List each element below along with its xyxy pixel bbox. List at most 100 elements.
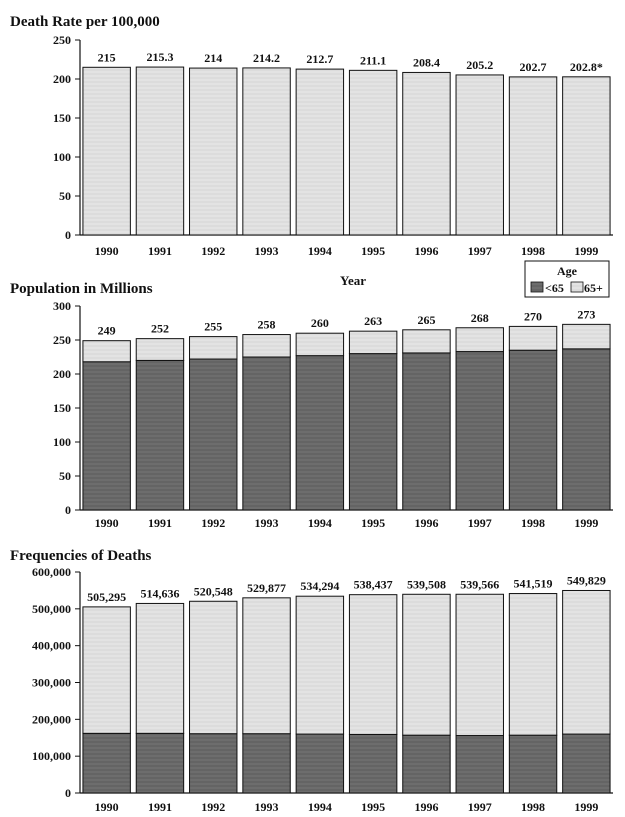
data-label: 202.8* — [570, 60, 603, 74]
data-label: 214.2 — [253, 51, 280, 65]
bar — [348, 69, 398, 236]
bar-segment-under-65 — [189, 733, 238, 794]
bar — [135, 66, 185, 236]
bar-segment-65-plus — [135, 602, 185, 734]
bar-segment-65-plus — [295, 595, 345, 735]
bar-segment-65-plus — [348, 330, 398, 355]
x-tick-label: 1997 — [468, 800, 492, 814]
x-tick-label: 1998 — [521, 516, 545, 530]
bar-segment-65-plus — [242, 597, 291, 735]
data-label: 273 — [577, 307, 595, 321]
y-tick-label: 150 — [53, 111, 71, 125]
bar-segment-under-65 — [562, 348, 611, 511]
bar-segment-under-65 — [455, 735, 504, 794]
legend-label-under-65: <65 — [545, 281, 564, 295]
legend-swatch-under-65 — [530, 281, 544, 293]
data-label: 205.2 — [466, 58, 493, 72]
x-tick-label: 1993 — [255, 516, 279, 530]
bar — [82, 66, 131, 236]
bar-segment-under-65 — [82, 361, 131, 511]
chart-title-deaths: Frequencies of Deaths — [10, 548, 152, 564]
bar — [455, 74, 504, 236]
data-label: 265 — [417, 313, 435, 327]
x-tick-label: 1997 — [468, 244, 492, 258]
x-tick-label: 1991 — [148, 800, 172, 814]
y-tick-label: 600,000 — [32, 565, 71, 579]
data-label: 258 — [258, 318, 276, 332]
bar-segment-under-65 — [242, 733, 291, 794]
x-tick-label: 1999 — [574, 244, 598, 258]
x-tick-label: 1990 — [95, 244, 119, 258]
data-label: 249 — [98, 324, 116, 338]
bar — [508, 76, 558, 236]
data-label: 215 — [98, 50, 116, 64]
bar-segment-under-65 — [242, 356, 291, 511]
bar-segment-65-plus — [242, 334, 291, 358]
x-tick-label: 1990 — [95, 516, 119, 530]
x-tick-label: 1998 — [521, 244, 545, 258]
y-tick-label: 200,000 — [32, 712, 71, 726]
y-tick-label: 200 — [53, 367, 71, 381]
bar-segment-under-65 — [508, 734, 558, 794]
y-tick-label: 100 — [53, 435, 71, 449]
legend-title: Age — [557, 264, 578, 278]
data-label: 538,437 — [354, 578, 393, 592]
bar-segment-65-plus — [562, 323, 611, 350]
bar-segment-65-plus — [402, 329, 451, 354]
bar-segment-under-65 — [402, 352, 451, 511]
x-tick-label: 1994 — [308, 800, 332, 814]
x-axis-label-year: Year — [340, 273, 366, 288]
y-tick-label: 100 — [53, 150, 71, 164]
bar-segment-under-65 — [455, 351, 504, 511]
x-tick-label: 1999 — [574, 800, 598, 814]
y-tick-label: 300 — [53, 299, 71, 313]
x-tick-label: 1997 — [468, 516, 492, 530]
y-tick-label: 0 — [65, 786, 71, 800]
data-label: 268 — [471, 311, 489, 325]
chart-title-population: Population in Millions — [10, 281, 153, 297]
data-label: 539,566 — [460, 577, 499, 591]
x-tick-label: 1995 — [361, 244, 385, 258]
data-label: 263 — [364, 314, 382, 328]
x-tick-label: 1991 — [148, 516, 172, 530]
bar-segment-65-plus — [189, 600, 238, 735]
bar-segment-65-plus — [135, 338, 185, 361]
data-label: 539,508 — [407, 577, 446, 591]
chart-population: Population in Millions 0 50 100 150 200 250 30… — [10, 281, 613, 530]
x-tick-label: 1994 — [308, 516, 332, 530]
bar-segment-65-plus — [402, 593, 451, 736]
data-label: 549,829 — [567, 573, 606, 587]
bar-segment-65-plus — [189, 336, 238, 360]
data-label: 260 — [311, 316, 329, 330]
data-label: 211.1 — [360, 53, 386, 67]
x-tick-label: 1992 — [201, 244, 225, 258]
x-tick-label: 1992 — [201, 516, 225, 530]
plot-area-death-rate: 0 50 100 150 200 250 215 1990 215.3 1991 214 1992 21… — [53, 33, 613, 258]
y-tick-label: 300,000 — [32, 676, 71, 690]
bar-segment-65-plus — [348, 594, 398, 735]
legend: Age <65 65+ — [524, 260, 610, 298]
bar-segment-65-plus — [455, 327, 504, 353]
bar-segment-under-65 — [135, 359, 185, 511]
y-tick-label: 250 — [53, 33, 71, 47]
plot-area-population: 0 50 100 150 200 250 300 249 1990 252 1991 255 1992 2… — [53, 299, 613, 530]
data-label: 541,519 — [514, 577, 553, 591]
data-label: 534,294 — [300, 579, 339, 593]
bar-segment-65-plus — [455, 593, 504, 737]
y-tick-label: 0 — [65, 228, 71, 242]
plot-area-deaths: 0 100,000 200,000 300,000 400,000 500,000 600,… — [32, 565, 613, 814]
bar-segment-65-plus — [508, 325, 558, 351]
bar-segment-under-65 — [135, 732, 185, 794]
data-label: 270 — [524, 309, 542, 323]
x-tick-label: 1990 — [95, 800, 119, 814]
y-tick-label: 500,000 — [32, 602, 71, 616]
y-tick-label: 50 — [59, 469, 71, 483]
chart-title-death-rate: Death Rate per 100,000 — [10, 14, 160, 30]
x-tick-label: 1995 — [361, 800, 385, 814]
x-tick-label: 1996 — [414, 244, 438, 258]
data-label: 252 — [151, 322, 169, 336]
chart-deaths: Frequencies of Deaths 0 100,000 200,000 300… — [10, 548, 613, 814]
data-label: 212.7 — [306, 52, 333, 66]
x-tick-label: 1996 — [414, 516, 438, 530]
bar-segment-under-65 — [348, 733, 398, 794]
